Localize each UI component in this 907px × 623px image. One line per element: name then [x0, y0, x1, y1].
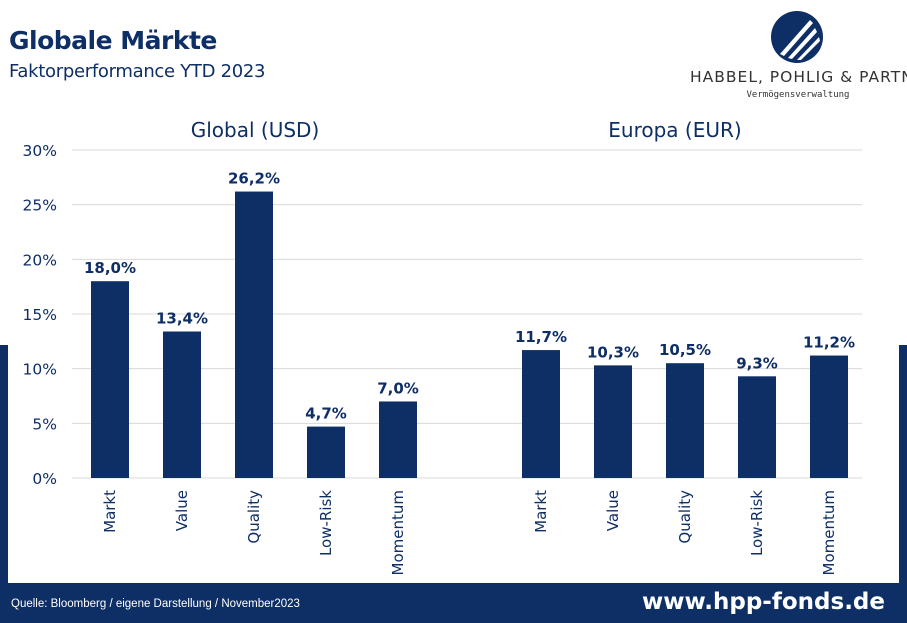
bar — [738, 376, 776, 478]
data-label: 11,2% — [803, 334, 855, 352]
bar — [163, 331, 201, 478]
bar — [91, 281, 129, 478]
x-tick-label: Value — [604, 490, 622, 531]
bar — [594, 365, 632, 478]
hpp-logo-icon — [771, 11, 823, 63]
x-tick-label: Markt — [101, 490, 119, 533]
company-logo: HABBEL, POHLIG & PARTNER Vermögensverwal… — [690, 8, 907, 104]
data-label: 10,3% — [587, 343, 639, 361]
right-accent-band — [899, 345, 907, 597]
bar — [522, 350, 560, 478]
y-tick-label: 25% — [23, 197, 57, 215]
source-note: Quelle: Bloomberg / eigene Darstellung /… — [11, 598, 300, 610]
bar — [666, 363, 704, 478]
data-label: 10,5% — [659, 341, 711, 359]
footer-bar: Quelle: Bloomberg / eigene Darstellung /… — [0, 583, 907, 623]
data-label: 13,4% — [156, 309, 208, 327]
factor-performance-chart: 0% 5% 10% 15% 20% 25% 30% Global (USD) 18,0% Mark… — [23, 118, 862, 575]
bar — [235, 191, 273, 478]
bar — [379, 401, 417, 478]
bar — [307, 426, 345, 478]
x-tick-label: Momentum — [389, 490, 407, 575]
data-label: 26,2% — [228, 170, 280, 188]
bar — [810, 355, 848, 478]
x-tick-label: Momentum — [820, 490, 838, 575]
y-tick-label: 30% — [23, 142, 57, 160]
data-label: 7,0% — [377, 379, 419, 397]
y-tick-label: 10% — [23, 361, 57, 379]
left-accent-band — [0, 345, 8, 597]
data-label: 9,3% — [736, 354, 778, 372]
data-label: 4,7% — [305, 405, 347, 423]
logo-tagline: Vermögensverwaltung — [746, 90, 850, 100]
y-tick-label: 15% — [23, 306, 57, 324]
x-tick-label: Value — [173, 490, 191, 531]
x-tick-label: Low-Risk — [748, 490, 766, 556]
y-tick-label: 5% — [32, 415, 57, 433]
page-subtitle: Faktorperformance YTD 2023 — [9, 61, 266, 82]
website-link[interactable]: www.hpp-fonds.de — [642, 589, 885, 615]
group-title: Global (USD) — [191, 118, 320, 142]
data-label: 11,7% — [515, 328, 567, 346]
x-tick-label: Markt — [532, 490, 550, 533]
x-tick-label: Quality — [245, 490, 263, 544]
page-title: Globale Märkte — [9, 26, 217, 55]
y-tick-label: 0% — [32, 470, 57, 488]
logo-company-name: HABBEL, POHLIG & PARTNER — [690, 68, 907, 86]
group-title: Europa (EUR) — [608, 118, 741, 142]
y-tick-label: 20% — [23, 251, 57, 269]
x-tick-label: Quality — [676, 490, 694, 544]
data-label: 18,0% — [84, 259, 136, 277]
x-tick-label: Low-Risk — [317, 490, 335, 556]
